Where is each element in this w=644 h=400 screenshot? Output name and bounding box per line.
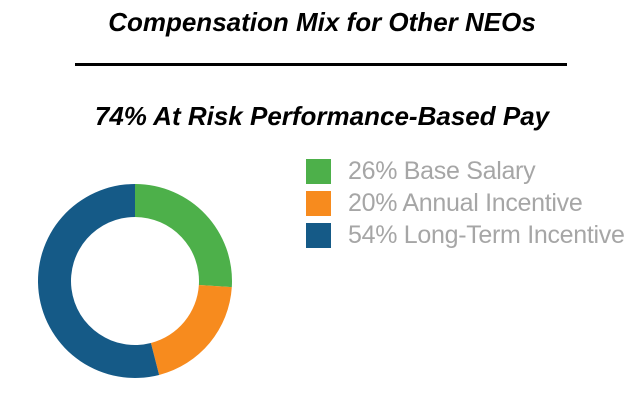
legend-swatch-long-term-incentive [306,223,331,248]
donut-chart [5,151,265,400]
chart-subtitle: 74% At Risk Performance-Based Pay [94,101,550,131]
legend-label-base-salary: 26% Base Salary [348,157,536,185]
legend-swatch-base-salary [306,159,331,184]
donut-segment-annual-incentive [150,285,232,375]
legend-item-base-salary: 26% Base Salary [306,159,625,184]
legend-item-annual-incentive: 20% Annual Incentive [306,191,625,216]
donut-segment-base-salary [135,184,232,288]
legend-item-long-term-incentive: 54% Long-Term Incentive [306,223,625,248]
title-divider-line [75,63,567,66]
donut-segment-long-term-incentive [37,184,160,378]
chart-title: Compensation Mix for Other NEOs [108,7,536,37]
legend-swatch-annual-incentive [306,191,331,216]
donut-chart-svg [37,184,232,378]
chart-legend: 26% Base Salary 20% Annual Incentive 54%… [306,159,625,248]
legend-label-long-term-incentive: 54% Long-Term Incentive [348,221,625,249]
legend-label-annual-incentive: 20% Annual Incentive [348,189,583,217]
